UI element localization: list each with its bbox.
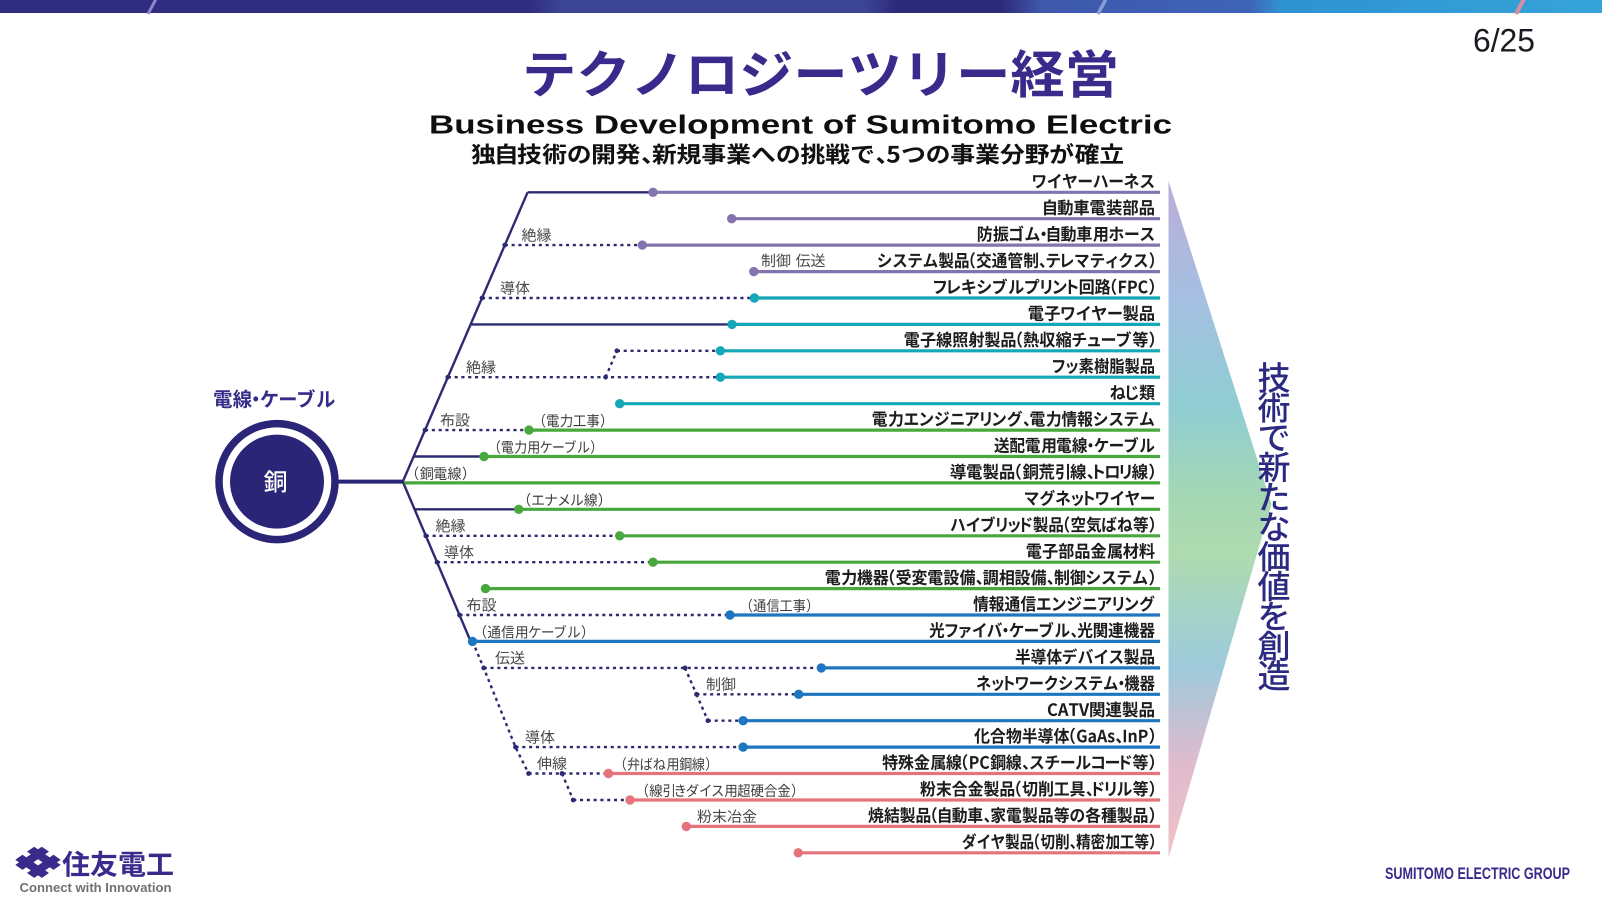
svg-text:6/25: 6/25: [1473, 23, 1535, 59]
svg-text:Connect with Innovation: Connect with Innovation: [20, 880, 172, 895]
svg-text:SUMITOMO ELECTRIC GROUP: SUMITOMO ELECTRIC GROUP: [1385, 865, 1570, 883]
svg-text:Business Development of Sumito: Business Development of Sumitomo Electri…: [429, 112, 1172, 140]
